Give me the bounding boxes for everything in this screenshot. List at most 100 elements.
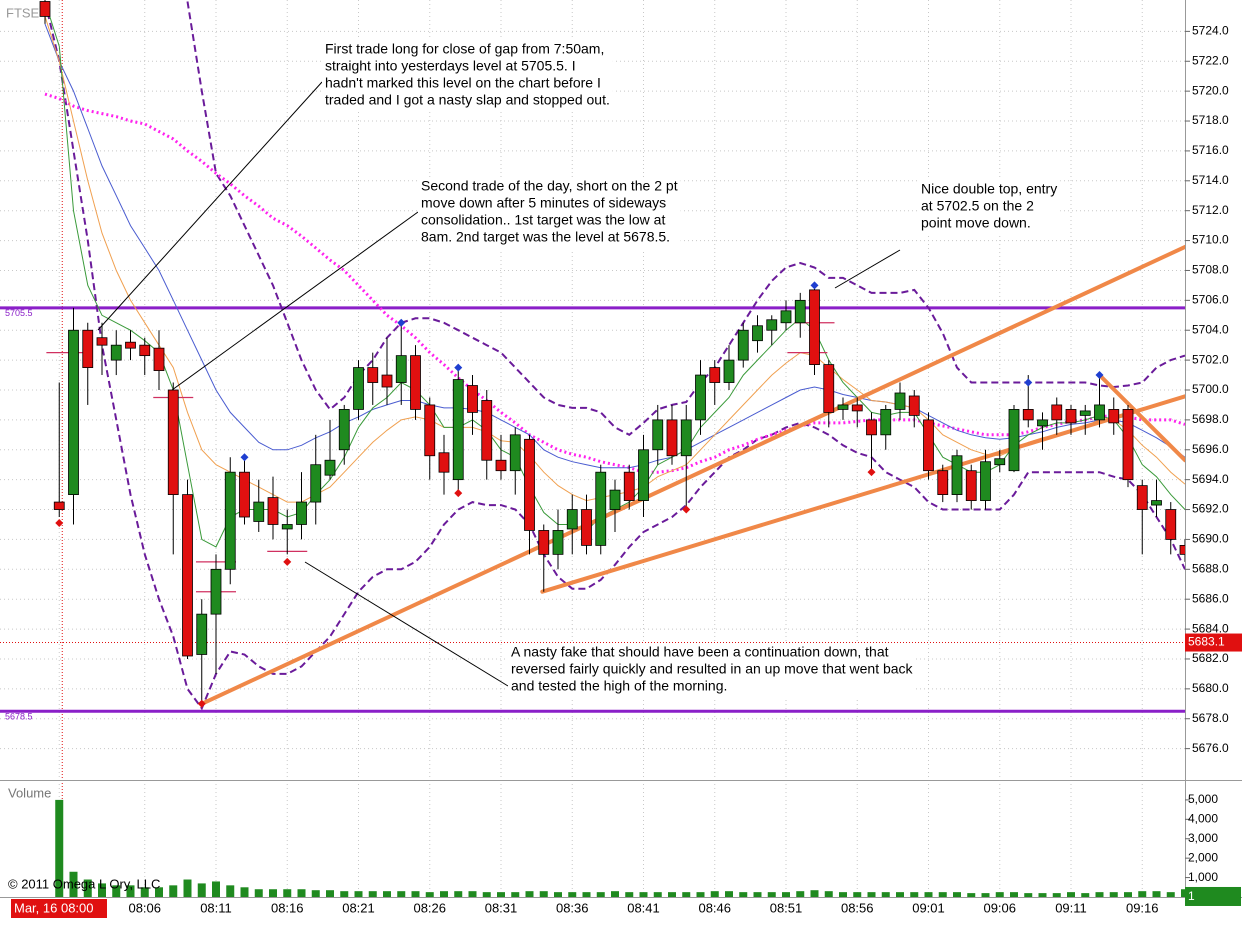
volume-bar	[55, 799, 64, 897]
x-tick-label: 08:41	[627, 900, 660, 915]
volume-bar	[782, 892, 790, 897]
candle-body	[837, 404, 849, 410]
candle-body	[395, 355, 407, 383]
y-tick-label: 5682.0	[1192, 651, 1229, 665]
candle-body	[666, 419, 678, 457]
volume-bar	[639, 892, 648, 897]
volume-bar	[454, 891, 463, 897]
signal-marker	[1024, 378, 1033, 387]
candle-body	[951, 455, 963, 495]
trend-line	[1097, 373, 1185, 463]
candle-body	[153, 347, 165, 371]
volume-bar	[1109, 892, 1118, 897]
volume-bar	[112, 885, 121, 897]
annotation-text: Second trade of the day, short on the 2 …	[421, 178, 678, 194]
x-tick-label: Mar, 16 08:00	[14, 900, 94, 915]
y-tick-label: 5676.0	[1192, 741, 1229, 755]
signal-marker	[397, 318, 406, 327]
candle-body	[82, 329, 94, 368]
x-tick-label: 08:21	[342, 900, 375, 915]
y-tick-label: 5714.0	[1192, 173, 1229, 187]
candle-body	[39, 1, 51, 17]
candle-body	[239, 471, 250, 518]
volume-bar	[468, 891, 477, 897]
candle-body	[680, 419, 692, 457]
volume-bar	[183, 879, 192, 897]
candle-body	[880, 409, 892, 436]
candle-body	[1151, 500, 1162, 506]
signal-marker	[682, 505, 691, 514]
indicator-line	[44, 23, 1185, 469]
volume-bar	[283, 889, 292, 897]
candle-body	[267, 497, 279, 525]
volume-bar	[226, 885, 235, 897]
volume-bar	[1052, 893, 1061, 897]
time-label-box	[11, 899, 107, 918]
volume-bar	[126, 885, 135, 897]
volume-tick-label: 1,000	[1188, 870, 1218, 884]
candle-body	[908, 395, 920, 416]
x-tick-label: 09:16	[1126, 900, 1159, 915]
candle-body	[296, 501, 307, 525]
y-tick-label: 5704.0	[1192, 322, 1229, 336]
candle-body	[210, 568, 222, 615]
volume-bar	[582, 892, 591, 897]
y-tick-label: 5718.0	[1192, 113, 1229, 127]
volume-bar	[853, 892, 862, 897]
candle-body	[224, 471, 236, 570]
annotation-box	[508, 643, 916, 698]
annotation-text: move down after 5 minutes of sideways	[421, 195, 666, 211]
candle-body	[566, 509, 578, 530]
candle-body	[452, 379, 464, 481]
x-tick-label: 08:36	[556, 900, 589, 915]
volume-bar	[240, 887, 249, 897]
volume-bar	[568, 892, 577, 897]
candle-body	[110, 344, 122, 361]
chart-title: FTSE	[6, 5, 40, 20]
volume-bar	[368, 891, 377, 897]
volume-bar	[212, 881, 220, 897]
candle-body	[980, 461, 991, 501]
volume-bar	[995, 892, 1004, 897]
volume-bar	[525, 891, 534, 897]
candle-body	[709, 367, 721, 383]
y-tick-label: 5688.0	[1192, 561, 1229, 575]
candle-body	[1094, 404, 1105, 421]
x-tick-label: 08:46	[698, 900, 731, 915]
candle-body	[1051, 404, 1063, 421]
y-tick-label: 5716.0	[1192, 143, 1229, 157]
candle-body	[524, 438, 535, 531]
candle-body	[1008, 409, 1020, 472]
candle-body	[495, 459, 507, 472]
volume-bar	[739, 892, 748, 897]
signal-marker	[1095, 371, 1104, 380]
indicator-line	[44, 1, 1185, 711]
level-label: 5678.5	[5, 712, 33, 722]
y-tick-label: 5720.0	[1192, 83, 1229, 97]
candle-body	[851, 404, 863, 412]
volume-bar	[796, 891, 805, 897]
annotation-text: straight into yesterdays level at 5705.5…	[325, 58, 576, 74]
candle-body	[623, 471, 635, 501]
x-tick-label: 08:31	[485, 900, 518, 915]
candle-body	[324, 459, 336, 476]
volume-tick-label: 3,000	[1188, 831, 1218, 845]
annotation-text: and tested the high of the morning.	[511, 678, 727, 694]
annotation-box	[418, 177, 681, 249]
candle-body	[1136, 485, 1148, 510]
volume-bar	[867, 892, 876, 897]
candle-body	[595, 471, 607, 546]
candle-body	[1122, 409, 1134, 481]
annotation-leader	[97, 81, 323, 331]
annotation-text: A nasty fake that should have been a con…	[511, 644, 889, 660]
candle-body	[723, 359, 735, 383]
y-tick-label: 5692.0	[1192, 502, 1229, 516]
volume-bar	[340, 891, 349, 897]
volume-bar	[1024, 893, 1033, 897]
volume-bar	[98, 883, 106, 897]
x-tick-label: 09:11	[1055, 900, 1087, 915]
volume-bar	[425, 892, 434, 897]
candle-body	[1037, 419, 1048, 427]
volume-last-label: 1	[1188, 889, 1195, 903]
